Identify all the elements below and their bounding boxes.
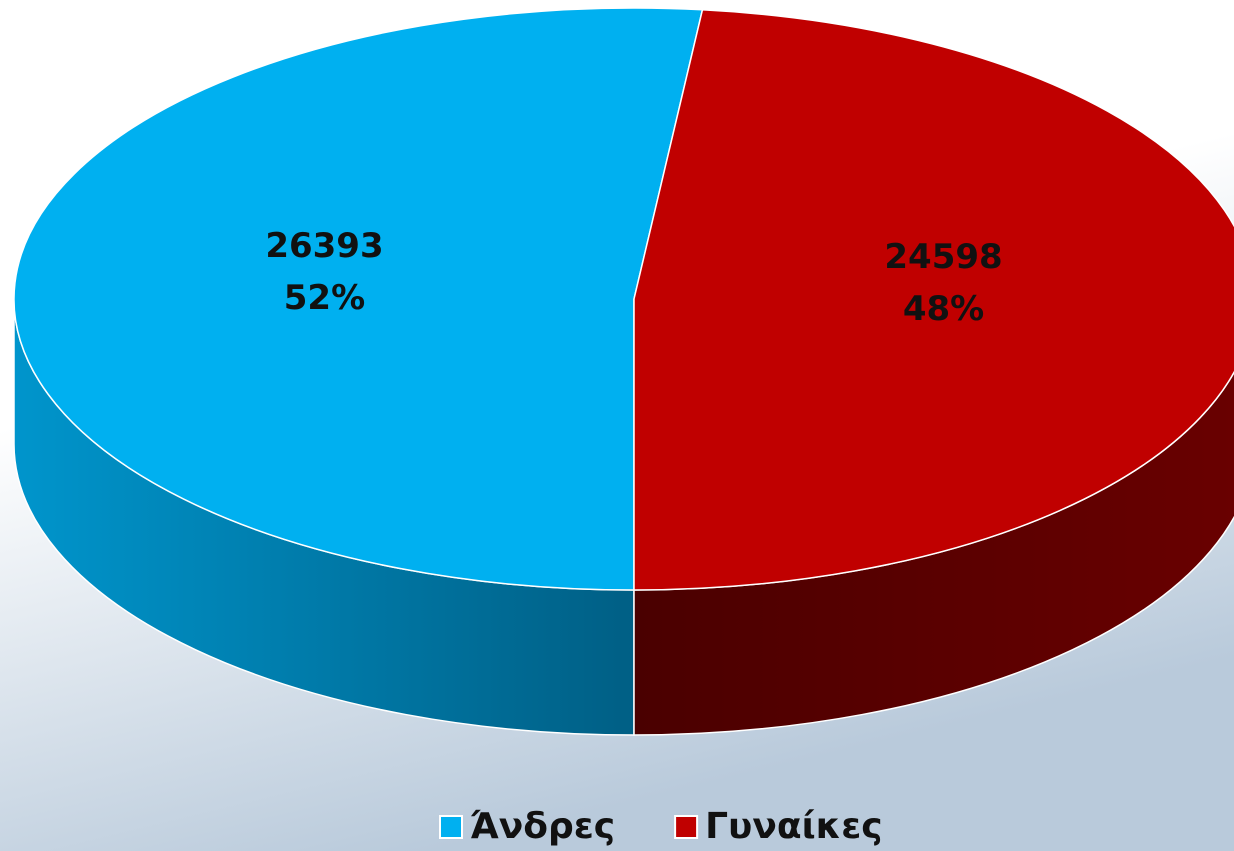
legend-label: Γυναίκες — [705, 806, 883, 847]
pie-slice — [633, 8, 1234, 591]
legend-swatch — [674, 815, 699, 839]
data-label-value: 26393 — [265, 226, 383, 266]
data-label-percent: 48% — [903, 289, 984, 329]
legend-label: Άνδρες — [470, 806, 615, 847]
data-label-percent: 52% — [284, 278, 365, 318]
data-label-value: 24598 — [884, 237, 1002, 277]
legend-swatch — [439, 815, 463, 839]
pie-slice — [13, 7, 704, 591]
